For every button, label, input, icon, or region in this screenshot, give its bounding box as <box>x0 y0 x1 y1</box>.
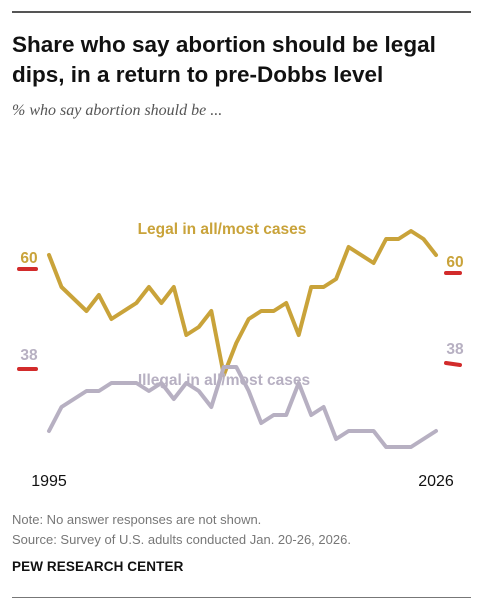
chart-title: Share who say abortion should be legal d… <box>12 30 472 90</box>
legal-start-label: 60 <box>20 250 37 267</box>
legal-series-line <box>47 229 438 377</box>
legal-end-label: 60 <box>446 254 463 271</box>
illegal-end-marker <box>444 361 462 367</box>
legal-series-label: Legal in all/most cases <box>138 221 307 238</box>
x-axis-start-label: 1995 <box>31 473 67 490</box>
illegal-end-label: 38 <box>446 341 464 358</box>
illegal-series: Illegal in all/most cases 38 38 <box>17 341 464 449</box>
chart-title-line-1: Share who say abortion should be legal <box>12 32 436 57</box>
bottom-rule <box>12 597 471 598</box>
chart-title-line-2: dips, in a return to pre-Dobbs level <box>12 62 384 87</box>
illegal-series-line <box>47 365 438 449</box>
top-rule <box>12 11 471 13</box>
illegal-start-label: 38 <box>20 347 38 364</box>
note-text: Note: No answer responses are not shown. <box>12 512 262 527</box>
footnote: Note: No answer responses are not shown.… <box>12 510 351 550</box>
line-chart: Legal in all/most cases 60 60 Illegal in… <box>17 221 464 490</box>
chart-subtitle: % who say abortion should be ... <box>12 102 223 119</box>
illegal-series-label: Illegal in all/most cases <box>138 372 310 389</box>
legal-series: Legal in all/most cases 60 60 <box>17 221 464 377</box>
source-text: Source: Survey of U.S. adults conducted … <box>12 532 351 547</box>
x-axis-end-label: 2026 <box>418 473 454 490</box>
brand-logo-text: PEW RESEARCH CENTER <box>12 559 184 574</box>
